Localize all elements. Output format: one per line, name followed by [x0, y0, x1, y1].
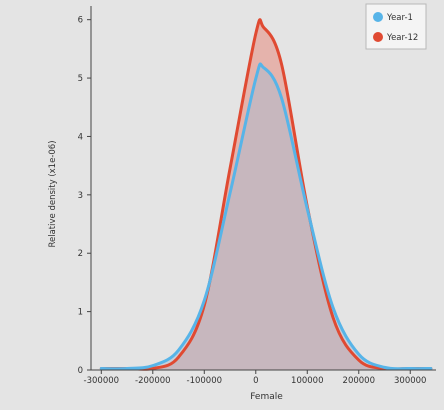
- y-axis-label: Relative density (x1e-06): [48, 140, 58, 247]
- x-axis-label: Female: [250, 392, 283, 402]
- y-tick-label: 6: [78, 16, 83, 26]
- series-areas: [101, 19, 431, 371]
- y-tick-label: 2: [78, 249, 83, 259]
- y-tick-label: 4: [78, 132, 83, 142]
- legend-items: Year-1 Year-12: [373, 12, 418, 43]
- y-tick-label: 3: [78, 191, 83, 201]
- y-axis-ticks: 0 1 2 3 4 5 6: [78, 16, 91, 376]
- x-tick-label: 100000: [291, 376, 323, 386]
- series-area-year-1: [101, 63, 431, 371]
- legend-label-year-1: Year-1: [386, 13, 413, 23]
- legend-label-year-12: Year-12: [386, 33, 418, 43]
- x-tick-label: 300000: [394, 376, 426, 386]
- x-tick-label: 0: [253, 376, 258, 386]
- y-tick-label: 0: [78, 366, 83, 376]
- series-line-year-1: [99, 62, 433, 371]
- y-tick-label: 5: [78, 74, 83, 84]
- x-tick-label: -100000: [187, 376, 223, 386]
- x-tick-label: 200000: [343, 376, 375, 386]
- axes: 0 1 2 3 4 5 6 -300000 -200000 -100000 0 100000 2000…: [78, 6, 436, 386]
- series-line-year-12: [99, 18, 433, 371]
- y-tick-label: 1: [78, 308, 83, 318]
- x-tick-label: -300000: [84, 376, 120, 386]
- legend-marker-year-12: [373, 32, 383, 42]
- series-lines: [99, 18, 433, 371]
- x-tick-label: -200000: [135, 376, 171, 386]
- legend-marker-year-1: [373, 12, 383, 22]
- x-axis-ticks: -300000 -200000 -100000 0 100000 200000 300000: [84, 370, 426, 386]
- legend[interactable]: Year-1 Year-12: [365, 3, 427, 50]
